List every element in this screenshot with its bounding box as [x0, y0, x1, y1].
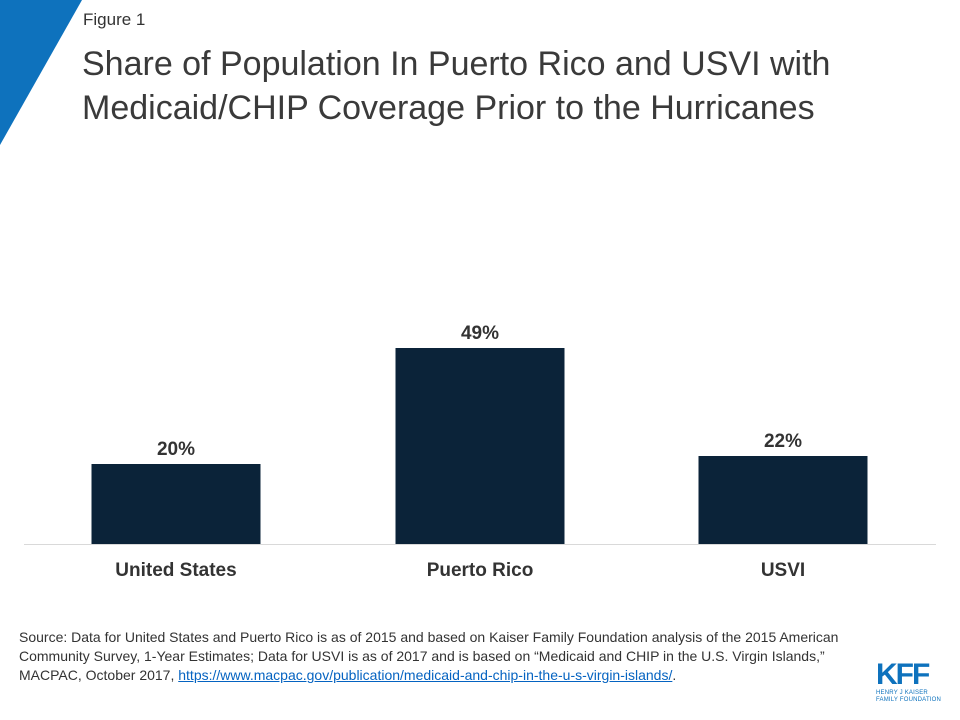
bar-chart: 20% United States 49% Puerto Rico 22% USVI: [24, 323, 936, 581]
kff-logo: KFF HENRY J KAISER FAMILY FOUNDATION: [876, 660, 946, 708]
logo-wordmark: KFF: [876, 658, 930, 691]
bar-united-states: [91, 464, 261, 544]
source-suffix: .: [672, 667, 677, 683]
data-label: 20%: [157, 439, 195, 460]
category-label: United States: [115, 560, 236, 581]
corner-accent-shape: [0, 0, 82, 145]
bar-puerto-rico: [395, 348, 565, 544]
logo-subtitle-line1: HENRY J KAISER: [876, 690, 928, 696]
category-label: USVI: [761, 560, 805, 581]
data-label: 22%: [764, 431, 802, 452]
figure-label: Figure 1: [83, 10, 146, 29]
source-text: Source: Data for United States and Puert…: [19, 629, 839, 683]
logo-subtitle-line2: FAMILY FOUNDATION: [876, 697, 942, 703]
data-label: 49%: [461, 323, 499, 344]
source-link[interactable]: https://www.macpac.gov/publication/medic…: [178, 667, 673, 683]
source-note: Source: Data for United States and Puert…: [19, 628, 854, 685]
category-label: Puerto Rico: [427, 560, 534, 581]
bar-usvi: [698, 456, 868, 544]
chart-title: Share of Population In Puerto Rico and U…: [82, 45, 831, 127]
